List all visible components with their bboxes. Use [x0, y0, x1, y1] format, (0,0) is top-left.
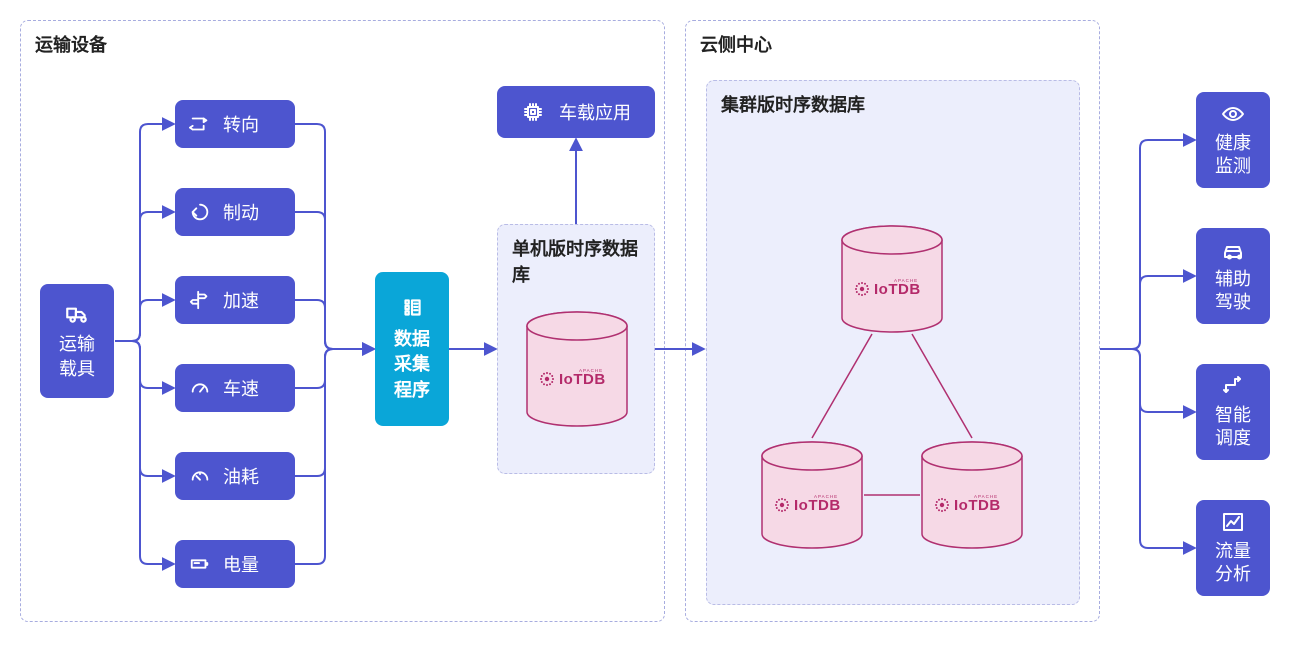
onboard-app-label: 车载应用	[559, 99, 631, 125]
collector-label: 数据 采集 程序	[394, 327, 430, 403]
collector-node: 数据 采集 程序	[375, 272, 449, 426]
output-label: 流量 分析	[1215, 540, 1251, 587]
svg-text:IoTDB: IoTDB	[874, 281, 921, 298]
vehicle-label: 运输 载具	[59, 332, 95, 382]
sensor-node-steering: 转向	[175, 100, 295, 148]
sensor-node-fuel: 油耗	[175, 452, 295, 500]
panel-title: 云侧中心	[700, 31, 772, 57]
chart-icon	[1221, 510, 1245, 534]
svg-text:APACHE: APACHE	[974, 494, 998, 499]
sensor-label: 油耗	[223, 463, 259, 489]
output-label: 健康 监测	[1215, 132, 1251, 179]
svg-text:APACHE: APACHE	[894, 278, 918, 283]
flow-arrow	[1100, 140, 1194, 349]
cluster-db-1: IoTDB APACHE	[760, 440, 864, 550]
flow-arrow	[1100, 276, 1194, 349]
cluster-db-2: IoTDB APACHE	[920, 440, 1024, 550]
svg-text:IoTDB: IoTDB	[559, 371, 606, 388]
gauge2-icon	[189, 465, 211, 487]
sensor-node-accel: 加速	[175, 276, 295, 324]
eye-icon	[1221, 102, 1245, 126]
output-node-health: 健康 监测	[1196, 92, 1270, 188]
sensor-node-speed: 车速	[175, 364, 295, 412]
onboard-app-node: 车载应用	[497, 86, 655, 138]
sensor-node-battery: 电量	[175, 540, 295, 588]
sensor-label: 车速	[223, 375, 259, 401]
cluster-db-0: IoTDB APACHE	[840, 224, 944, 334]
flow-arrow	[1100, 349, 1194, 412]
output-label: 智能 调度	[1215, 404, 1251, 451]
output-node-assist: 辅助 驾驶	[1196, 228, 1270, 324]
vehicle-node: 运输 载具	[40, 284, 114, 398]
svg-text:IoTDB: IoTDB	[794, 497, 841, 514]
svg-text:APACHE: APACHE	[579, 368, 603, 373]
panel-title: 单机版时序数据库	[512, 235, 654, 287]
route-icon	[1221, 374, 1245, 398]
standalone-db: IoTDB APACHE	[525, 310, 629, 428]
car-icon	[1221, 238, 1245, 262]
sensor-label: 电量	[223, 551, 259, 577]
output-node-schedule: 智能 调度	[1196, 364, 1270, 460]
flow-arrow	[1100, 349, 1194, 548]
panel-title: 集群版时序数据库	[721, 91, 865, 117]
gauge-icon	[189, 377, 211, 399]
sensor-label: 转向	[223, 111, 259, 137]
svg-text:IoTDB: IoTDB	[954, 497, 1001, 514]
sensor-label: 加速	[223, 287, 259, 313]
sensor-label: 制动	[223, 199, 259, 225]
output-node-traffic: 流量 分析	[1196, 500, 1270, 596]
chip-icon	[521, 100, 545, 124]
rotate-icon	[189, 113, 211, 135]
signpost-icon	[189, 289, 211, 311]
panel-title: 运输设备	[35, 31, 107, 57]
battery-icon	[189, 553, 211, 575]
svg-text:APACHE: APACHE	[814, 494, 838, 499]
back-icon	[189, 201, 211, 223]
sensor-node-brake: 制动	[175, 188, 295, 236]
truck-icon	[64, 300, 90, 326]
list-icon	[399, 295, 425, 321]
output-label: 辅助 驾驶	[1215, 268, 1251, 315]
